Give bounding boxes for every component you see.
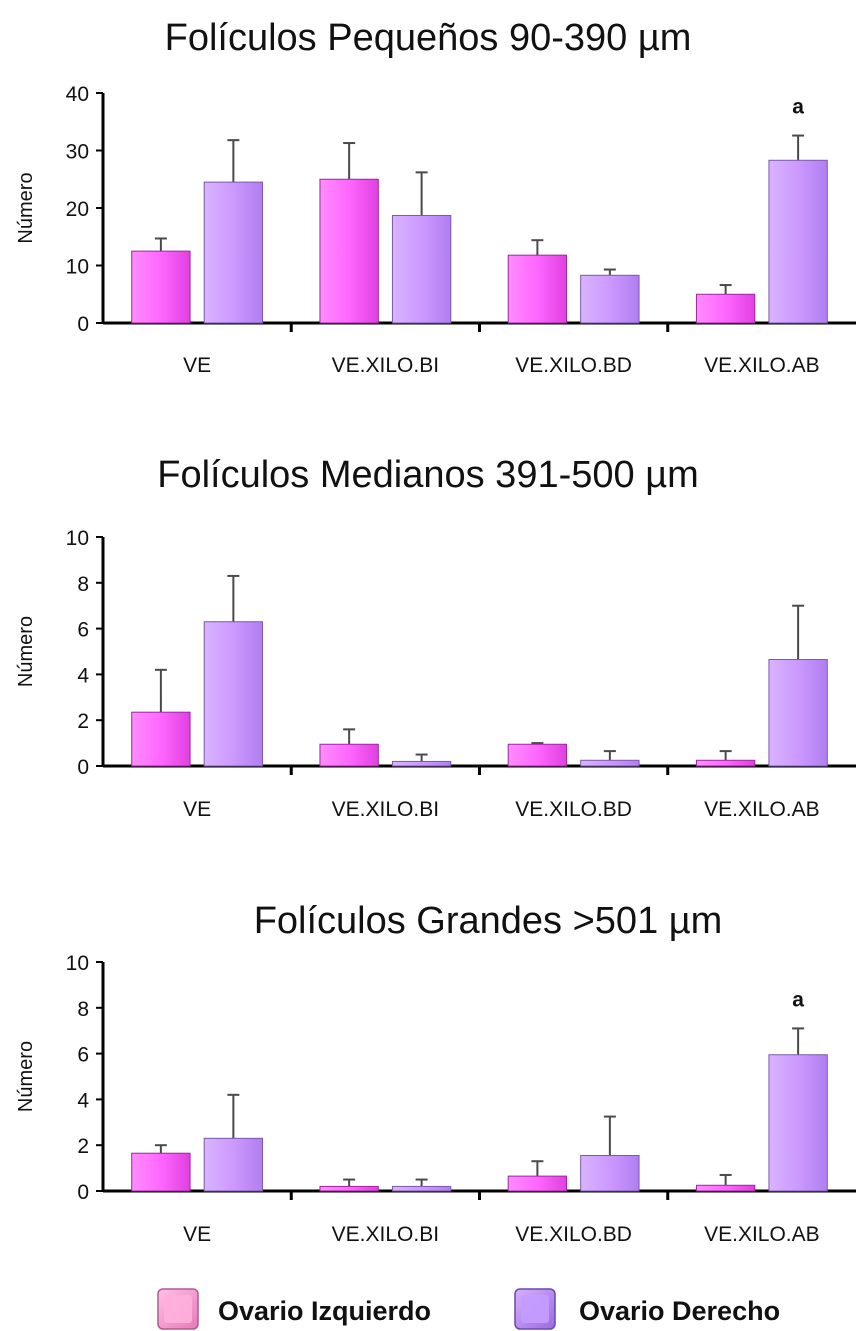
legend-swatch-inner [164, 1295, 192, 1323]
x-tick-label: VE.XILO.BD [515, 1223, 632, 1246]
legend: Ovario Izquierdo Ovario Derecho [157, 1288, 780, 1330]
y-tick-label: 40 [66, 83, 89, 106]
y-tick-label: 2 [77, 710, 89, 733]
y-tick-label: 10 [66, 256, 89, 279]
chart-panel-2: Folículos Medianos 391-500 µm Número 0 2 4 6 8… [15, 454, 856, 821]
bar-ovario-izquierdo [695, 293, 756, 324]
bar-ovario-izquierdo [507, 254, 568, 324]
legend-swatch-inner [521, 1295, 549, 1323]
bar-ovario-derecho [768, 1054, 828, 1192]
y-tick-label: 6 [77, 1044, 89, 1067]
bar-ovario-izquierdo [319, 1185, 379, 1192]
y-tick-label: 20 [66, 198, 89, 221]
bar-ovario-izquierdo [695, 1184, 756, 1192]
x-tick-label: VE.XILO.AB [704, 354, 820, 377]
chart-panel-3: Folículos Grandes >501 µm Número 0 2 4 6 8 10 VE… [15, 900, 856, 1246]
y-tick-label: 10 [66, 952, 89, 975]
bar-ovario-derecho [203, 181, 264, 324]
x-tick-label: VE [183, 1223, 211, 1246]
significance-annotation: a [792, 988, 804, 1011]
chart-panel-1: Folículos Pequeños 90-390 µm Número 0 10 20 3… [15, 17, 856, 377]
bar-ovario-izquierdo [131, 250, 191, 324]
y-tick-label: 8 [77, 998, 89, 1021]
chart-title: Folículos Medianos 391-500 µm [157, 454, 699, 496]
bar-ovario-derecho [580, 759, 640, 767]
bar-ovario-izquierdo [695, 759, 756, 767]
y-tick-label: 10 [66, 527, 89, 550]
bar-ovario-derecho [580, 1155, 640, 1192]
bar-ovario-derecho [580, 274, 640, 324]
legend-label: Ovario Izquierdo [218, 1296, 431, 1326]
y-tick-label: 30 [66, 141, 89, 164]
y-tick-label: 8 [77, 573, 89, 596]
y-tick-label: 0 [77, 756, 89, 779]
bar-ovario-derecho [768, 659, 828, 767]
y-tick-label: 6 [77, 619, 89, 642]
y-axis-label: Número [15, 1041, 37, 1112]
y-tick-label: 4 [77, 1089, 89, 1112]
y-tick-label: 2 [77, 1135, 89, 1158]
bar-ovario-derecho [203, 1137, 264, 1192]
bar-ovario-derecho [391, 760, 452, 767]
x-tick-label: VE.XILO.BI [332, 798, 439, 821]
bar-ovario-izquierdo [131, 1152, 191, 1192]
x-tick-label: VE.XILO.AB [704, 798, 820, 821]
bar-ovario-izquierdo [319, 743, 379, 767]
y-tick-label: 0 [77, 1181, 89, 1204]
bar-ovario-izquierdo [507, 1175, 568, 1192]
y-tick-label: 4 [77, 664, 89, 687]
bar-ovario-derecho [391, 1185, 452, 1192]
y-axis-label: Número [15, 616, 37, 687]
x-tick-label: VE.XILO.BD [515, 354, 632, 377]
x-tick-label: VE.XILO.BI [332, 1223, 439, 1246]
x-tick-label: VE [183, 354, 211, 377]
bar-ovario-derecho [768, 159, 828, 324]
legend-label: Ovario Derecho [579, 1296, 780, 1326]
x-tick-label: VE [183, 798, 211, 821]
bar-ovario-izquierdo [319, 178, 379, 324]
bar-ovario-izquierdo [507, 743, 568, 767]
significance-annotation: a [792, 96, 804, 119]
y-axis-label: Número [15, 172, 37, 243]
y-tick-label: 0 [77, 313, 89, 336]
chart-title: Folículos Grandes >501 µm [254, 900, 723, 942]
bar-ovario-izquierdo [131, 711, 191, 767]
bar-ovario-derecho [391, 214, 452, 324]
x-tick-label: VE.XILO.BI [332, 354, 439, 377]
bar-ovario-derecho [203, 621, 264, 767]
chart-title: Folículos Pequeños 90-390 µm [165, 17, 692, 59]
x-tick-label: VE.XILO.BD [515, 798, 632, 821]
x-tick-label: VE.XILO.AB [704, 1223, 820, 1246]
